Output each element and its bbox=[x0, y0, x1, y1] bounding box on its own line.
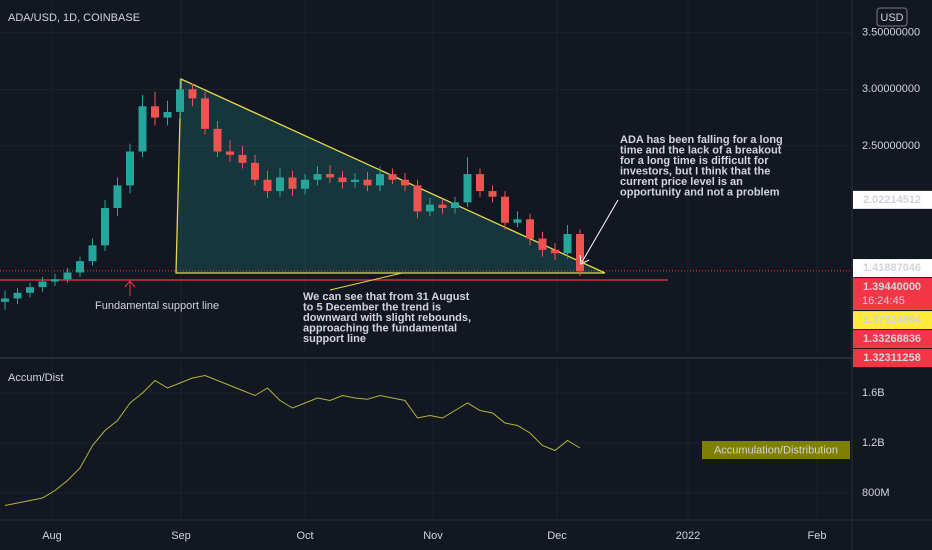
candle-body bbox=[363, 179, 372, 186]
price-label: 1.37924904 bbox=[863, 314, 922, 326]
candle-body bbox=[413, 185, 422, 212]
candle-body bbox=[351, 179, 359, 183]
candle-body bbox=[538, 238, 547, 250]
currency[interactable]: USD bbox=[880, 12, 903, 24]
price-label: 1.39440000 bbox=[863, 281, 921, 293]
annotation: Fundamental support line bbox=[95, 300, 219, 312]
candle-body bbox=[426, 204, 434, 212]
candle-body bbox=[451, 202, 459, 209]
x-tick-label: Aug bbox=[42, 530, 62, 542]
countdown: 16:24:45 bbox=[862, 295, 905, 307]
candle-body bbox=[276, 177, 284, 192]
annotation: ADA has been falling for a long bbox=[620, 134, 783, 146]
legend-label: Accumulation/Distribution bbox=[714, 444, 838, 456]
candle-body bbox=[13, 292, 22, 299]
candle-body bbox=[563, 234, 572, 254]
marks bbox=[1, 79, 584, 506]
x-tick-label: Dec bbox=[547, 530, 567, 542]
candle-body bbox=[188, 89, 197, 99]
candle-body bbox=[376, 174, 384, 186]
candle-body bbox=[488, 191, 497, 197]
candle-body bbox=[263, 179, 272, 192]
price-label-box bbox=[853, 311, 932, 330]
annotation: investors, but I think that the bbox=[620, 165, 770, 177]
x-tick-label: Nov bbox=[423, 530, 443, 542]
price-label: 1.41887046 bbox=[863, 262, 921, 274]
annotation: We can see that from 31 August bbox=[303, 291, 470, 303]
candle-body bbox=[401, 179, 409, 186]
arrow bbox=[581, 199, 619, 263]
candle-body bbox=[463, 174, 472, 203]
candle-body bbox=[138, 106, 147, 152]
annotation: downward with slight rebounds, bbox=[303, 312, 471, 324]
candle-body bbox=[438, 204, 447, 209]
currency-button[interactable] bbox=[876, 7, 908, 27]
annotation: approaching the fundamental bbox=[303, 322, 457, 334]
indicator-title: Accum/Dist bbox=[8, 372, 64, 384]
candle-body bbox=[1, 298, 9, 302]
price-label: 2.02214512 bbox=[863, 194, 921, 206]
x-tick-label: 2022 bbox=[676, 530, 700, 542]
annotation: support line bbox=[303, 333, 366, 345]
price-label: 1.32311258 bbox=[863, 352, 921, 364]
candle-body bbox=[88, 245, 97, 262]
arrow-head bbox=[124, 280, 136, 288]
candle-body bbox=[176, 89, 184, 112]
annotation: for a long time is difficult for bbox=[620, 155, 769, 167]
candle-body bbox=[163, 111, 172, 118]
candle-body bbox=[326, 174, 334, 178]
candle-body bbox=[513, 219, 522, 223]
candle-body bbox=[151, 106, 159, 118]
candle-body bbox=[501, 196, 509, 223]
callout-line bbox=[329, 272, 403, 291]
y-tick-label: 1.6B bbox=[862, 387, 885, 399]
annotation: time and the lack of a breakout bbox=[620, 144, 782, 156]
price-label-box bbox=[853, 190, 932, 209]
candle-body bbox=[101, 208, 109, 246]
candle-body bbox=[338, 177, 347, 183]
arrow-head bbox=[579, 254, 590, 265]
legend-box bbox=[702, 441, 850, 459]
candle-body bbox=[51, 279, 59, 282]
candle-body bbox=[38, 281, 47, 288]
candle-body bbox=[26, 287, 34, 293]
annotation: to 5 December the trend is bbox=[303, 301, 441, 313]
x-tick-label: Feb bbox=[808, 530, 827, 542]
candle-body bbox=[301, 179, 309, 189]
candle-body bbox=[226, 151, 234, 155]
y-tick-label: 1.2B bbox=[862, 437, 885, 449]
candle-body bbox=[113, 185, 122, 209]
ad-line bbox=[4, 374, 581, 506]
chart-title: ADA/USD, 1D, COINBASE bbox=[8, 12, 140, 24]
price-label-box bbox=[853, 349, 932, 368]
candle-body bbox=[551, 249, 559, 254]
candle-body bbox=[526, 219, 534, 239]
price-label-box bbox=[853, 330, 932, 349]
candle-body bbox=[313, 174, 322, 180]
y-tick-label: 3.00000000 bbox=[862, 83, 920, 95]
annotation: opportunity and not a problem bbox=[620, 186, 780, 198]
candle-body bbox=[76, 261, 84, 273]
price-label-box bbox=[853, 259, 932, 278]
candle-body bbox=[201, 98, 209, 129]
candle-body bbox=[576, 234, 584, 272]
y-tick-label: 2.50000000 bbox=[862, 140, 920, 152]
candle-body bbox=[288, 177, 297, 189]
annotation: current price level is an bbox=[620, 176, 743, 188]
price-label-box bbox=[853, 278, 932, 311]
candle-body bbox=[238, 154, 247, 163]
x-tick-label: Sep bbox=[171, 530, 191, 542]
price-label: 1.33268836 bbox=[863, 333, 921, 345]
candle-body bbox=[213, 128, 222, 152]
x-tick-label: Oct bbox=[296, 530, 313, 542]
y-tick-label: 800M bbox=[862, 487, 890, 499]
candle-body bbox=[476, 174, 484, 192]
y-tick-label: 3.50000000 bbox=[862, 27, 920, 39]
candle-body bbox=[63, 272, 72, 280]
candle-body bbox=[251, 162, 259, 180]
candle-body bbox=[126, 151, 134, 186]
candle-body bbox=[388, 174, 397, 180]
